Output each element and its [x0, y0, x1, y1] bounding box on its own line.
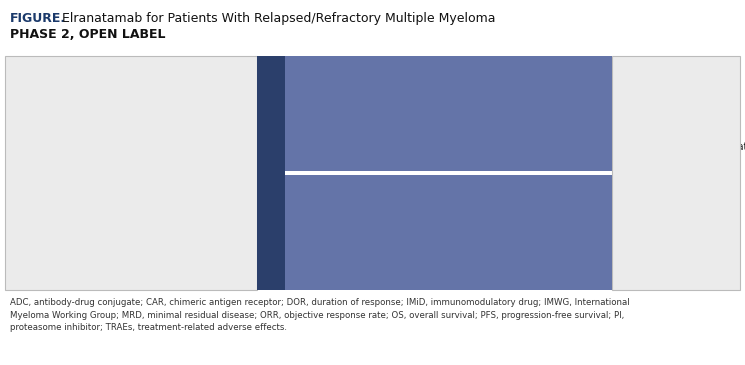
Text: • Refractory to ≥ 1 PI: • Refractory to ≥ 1 PI [14, 129, 119, 139]
Text: • Diagnosis of multiple myeloma: • Diagnosis of multiple myeloma [14, 85, 175, 95]
Text: • OS: • OS [618, 202, 641, 212]
Text: Elranatamab 76 mg weekly: Elranatamab 76 mg weekly [377, 262, 520, 272]
Text: Elranatamab 76 mg weekly: Elranatamab 76 mg weekly [377, 140, 520, 150]
Text: anti-CD38 antibody: anti-CD38 antibody [22, 151, 117, 161]
Text: Cohort B: Cohort B [414, 185, 483, 199]
Text: using IMWG criteria: using IMWG criteria [22, 96, 118, 106]
Text: • TRAEs: • TRAEs [618, 190, 657, 200]
Text: • PFS: • PFS [618, 154, 644, 164]
Text: Elranatamab for Patients With Relapsed/Refractory Multiple Myeloma: Elranatamab for Patients With Relapsed/R… [58, 12, 495, 25]
Text: PHASE 2, OPEN LABEL: PHASE 2, OPEN LABEL [10, 28, 165, 41]
Text: • Patients with stem cell transplant: • Patients with stem cell transplant [14, 173, 188, 183]
Text: • Cumulative response rate: • Cumulative response rate [618, 142, 745, 152]
Text: • Refractory to ≥ 1 IMiD: • Refractory to ≥ 1 IMiD [14, 118, 132, 128]
Text: N = 150: N = 150 [266, 149, 276, 197]
Text: within 12 weeks of study entry: within 12 weeks of study entry [22, 184, 173, 194]
Text: End points: End points [618, 70, 684, 80]
Text: •ORR: •ORR [618, 99, 645, 109]
Text: • Time to response: • Time to response [618, 166, 711, 176]
Text: • ECOG ≤2: • ECOG ≤2 [14, 162, 69, 172]
Text: FIGURE.: FIGURE. [10, 12, 66, 25]
Text: • MRD negativity rate: • MRD negativity rate [618, 178, 725, 188]
Text: • Refractory to ≥ 1: • Refractory to ≥ 1 [14, 140, 107, 150]
Text: (Patients who have has received
prior BCMA-directed therapy, either
an ADC or CA: (Patients who have has received prior BC… [355, 201, 542, 238]
Text: Select secondary: Select secondary [618, 117, 719, 127]
Text: • DOR: • DOR [618, 130, 649, 140]
Text: • Measurable disease at baseline: • Measurable disease at baseline [14, 107, 177, 117]
Text: are excluded.: are excluded. [22, 195, 88, 205]
Text: (Patients who have not received
prior BCMA-directed therapy): (Patients who have not received prior BC… [364, 82, 533, 105]
Text: Eligibility criteria: Eligibility criteria [12, 70, 120, 80]
Text: Primary: Primary [618, 86, 665, 96]
Text: Cohort A: Cohort A [414, 66, 483, 80]
Text: ADC, antibody-drug conjugate; CAR, chimeric antigen receptor; DOR, duration of r: ADC, antibody-drug conjugate; CAR, chime… [10, 298, 630, 332]
